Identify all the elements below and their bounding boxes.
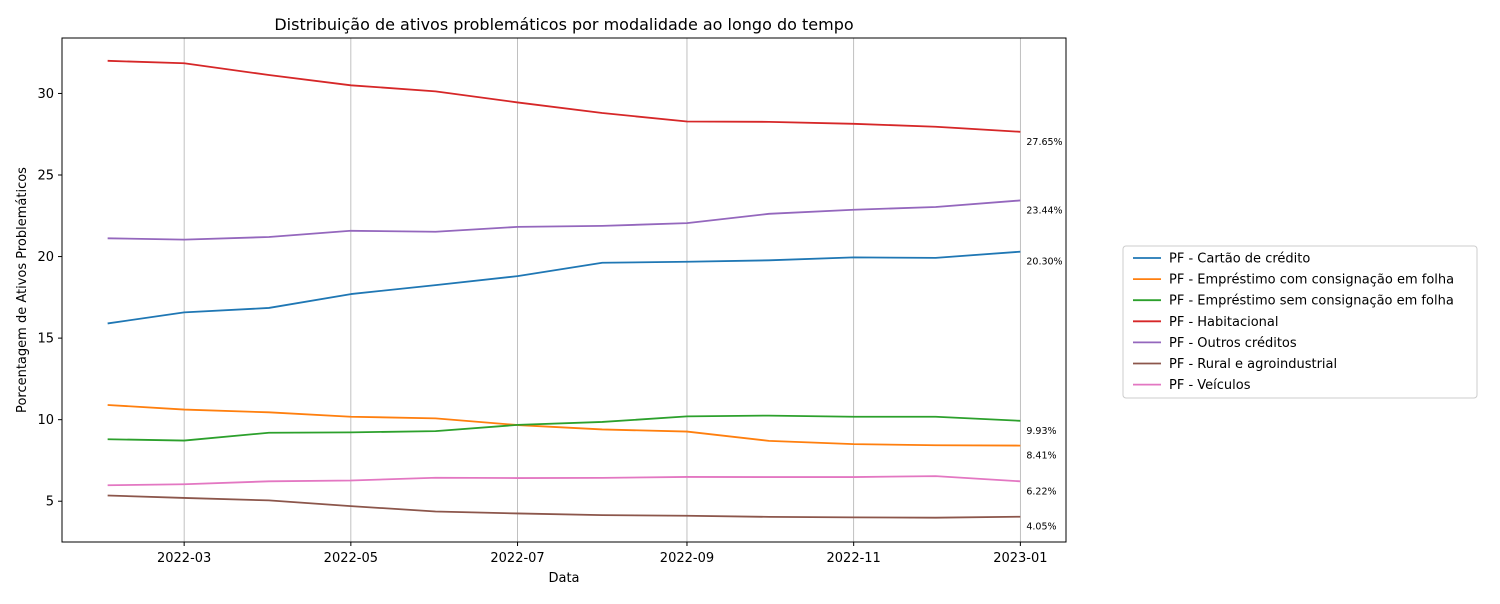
x-tick-label: 2022-09 xyxy=(660,551,714,566)
legend-entry-3: PF - Habitacional xyxy=(1169,315,1278,330)
series-line-5 xyxy=(107,494,1021,519)
series-line-1 xyxy=(107,404,1021,447)
y-tick-label: 30 xyxy=(37,87,54,102)
y-tick-label: 15 xyxy=(37,332,54,347)
end-label-6: 6.22% xyxy=(1026,486,1056,497)
legend-entry-6: PF - Veículos xyxy=(1169,378,1251,393)
chart-title: Distribuição de ativos problemáticos por… xyxy=(274,15,853,34)
y-tick-label: 25 xyxy=(37,169,54,184)
end-label-2: 9.93% xyxy=(1026,426,1056,437)
legend-entry-0: PF - Cartão de crédito xyxy=(1169,252,1310,267)
x-tick-label: 2022-05 xyxy=(324,551,378,566)
legend-entry-5: PF - Rural e agroindustrial xyxy=(1169,357,1337,372)
series-line-3 xyxy=(107,59,1021,133)
legend-entry-1: PF - Empréstimo com consignação em folha xyxy=(1169,273,1454,288)
legend-entry-2: PF - Empréstimo sem consignação em folha xyxy=(1169,294,1454,309)
legend-frame xyxy=(1122,245,1478,399)
series-line-4 xyxy=(107,199,1021,241)
plot-frame xyxy=(61,37,1067,543)
x-tick-label: 2023-01 xyxy=(993,551,1047,566)
end-labels: 20.30% 8.41% 9.93% 27.65% 23.44% 4.05% 6.22% xyxy=(1026,137,1062,533)
legend: PF - Cartão de crédito PF - Empréstimo co… xyxy=(1122,245,1478,399)
end-label-3: 27.65% xyxy=(1026,137,1062,148)
x-axis: 2022-03 2022-05 2022-07 2022-09 2022-11 2023-… xyxy=(157,542,1048,566)
series-line-0 xyxy=(107,250,1021,325)
y-tick-label: 10 xyxy=(37,413,54,428)
x-axis-label: Data xyxy=(548,571,579,586)
series-line-2 xyxy=(107,414,1021,442)
series-layer xyxy=(107,59,1021,519)
end-label-0: 20.30% xyxy=(1026,257,1062,268)
y-tick-label: 20 xyxy=(37,250,54,265)
end-label-4: 23.44% xyxy=(1026,205,1062,216)
y-axis-label: Porcentagem de Ativos Problemáticos xyxy=(15,167,30,413)
y-tick-label: 5 xyxy=(46,495,54,510)
y-axis: 5 10 15 20 25 30 xyxy=(37,87,62,510)
series-line-6 xyxy=(107,475,1021,487)
x-tick-label: 2022-11 xyxy=(827,551,881,566)
end-label-5: 4.05% xyxy=(1026,522,1056,533)
legend-entry-4: PF - Outros créditos xyxy=(1169,336,1297,351)
end-label-1: 8.41% xyxy=(1026,451,1056,462)
x-tick-label: 2022-07 xyxy=(490,551,544,566)
x-tick-label: 2022-03 xyxy=(157,551,211,566)
